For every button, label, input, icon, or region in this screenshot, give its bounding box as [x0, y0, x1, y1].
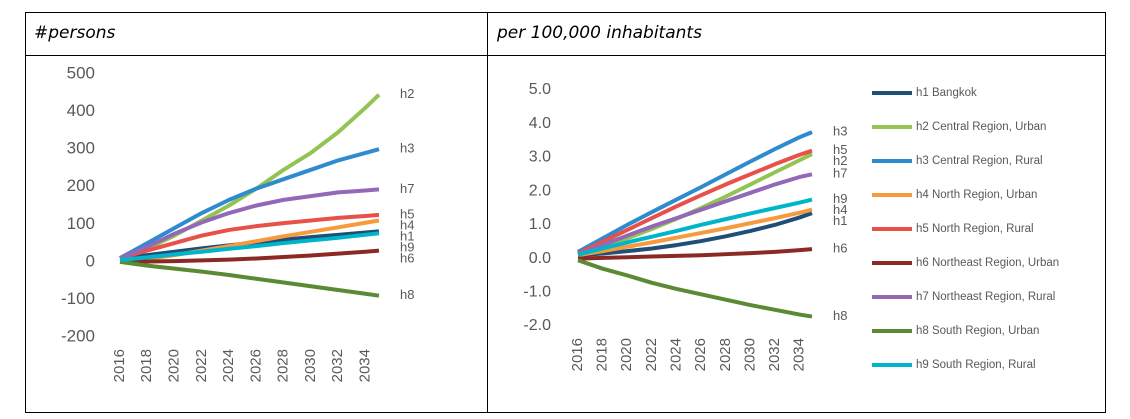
x-tick-label: 2030	[302, 349, 319, 382]
series-end-label: h5	[833, 142, 847, 157]
legend-label: h7 Northeast Region, Rural	[916, 291, 1055, 303]
legend-label: h5 North Region, Rural	[916, 223, 1034, 235]
series-line	[577, 207, 813, 258]
y-tick-label: 5.0	[529, 81, 551, 98]
y-tick-label: 500	[67, 63, 95, 82]
series-end-label: h4	[400, 217, 414, 232]
y-tick-label: 0.0	[529, 250, 551, 267]
y-tick-label: -100	[61, 289, 95, 308]
x-tick-label: 2024	[667, 338, 684, 371]
y-tick-label: 3.0	[529, 149, 551, 166]
series-line	[577, 172, 813, 257]
series-line	[577, 197, 813, 257]
series-end-label: h1	[400, 228, 414, 243]
x-tick-label: 2032	[329, 349, 346, 382]
legend-label: h9 South Region, Rural	[916, 359, 1036, 371]
series-line	[119, 212, 380, 261]
x-tick-label: 2020	[165, 349, 182, 382]
series-line	[119, 248, 380, 264]
y-tick-label: 4.0	[529, 115, 551, 132]
column-header: per 100,000 inhabitants	[496, 23, 702, 43]
y-tick-label: 100	[67, 214, 95, 233]
y-tick-label: 0	[86, 251, 95, 270]
series-line	[119, 187, 380, 260]
legend-label: h2 Central Region, Urban	[916, 121, 1046, 133]
series-end-label: h6	[400, 250, 414, 265]
x-tick-label: 2018	[138, 349, 155, 382]
x-tick-label: 2024	[220, 349, 237, 382]
x-tick-label: 2034	[356, 349, 373, 382]
series-end-label: h2	[400, 86, 414, 101]
series-end-label: h7	[400, 181, 414, 196]
x-tick-label: 2016	[111, 349, 128, 382]
column-header: #persons	[34, 23, 116, 43]
series-end-label: h6	[833, 241, 847, 256]
legend-label: h6 Northeast Region, Urban	[916, 257, 1059, 269]
x-tick-label: 2032	[766, 338, 783, 371]
series-end-label: h9	[833, 191, 847, 206]
series-end-label: h8	[400, 287, 414, 302]
table-border	[25, 12, 1106, 413]
x-tick-label: 2016	[569, 338, 586, 371]
x-tick-label: 2028	[717, 338, 734, 371]
x-tick-label: 2018	[594, 338, 611, 371]
legend-label: h8 South Region, Urban	[916, 325, 1039, 337]
y-tick-label: 400	[67, 101, 95, 120]
series-end-label: h7	[833, 166, 847, 181]
series-line	[119, 259, 380, 298]
series-line	[577, 148, 813, 256]
series-end-label: h2	[833, 153, 847, 168]
series-line	[577, 258, 813, 319]
series-line	[577, 130, 813, 254]
legend-label: h1 Bangkok	[916, 87, 977, 99]
series-line	[577, 211, 813, 258]
x-tick-label: 2020	[618, 338, 635, 371]
legend-label: h3 Central Region, Rural	[916, 155, 1043, 167]
x-tick-label: 2026	[692, 338, 709, 371]
x-tick-label: 2022	[643, 338, 660, 371]
y-tick-label: 2.0	[529, 182, 551, 199]
series-line	[119, 147, 380, 260]
x-tick-label: 2028	[275, 349, 292, 382]
series-end-label: h8	[833, 308, 847, 323]
x-tick-label: 2026	[247, 349, 264, 382]
legend-label: h4 North Region, Urban	[916, 189, 1037, 201]
series-line	[119, 231, 380, 262]
series-end-label: h9	[400, 239, 414, 254]
y-tick-label: -2.0	[523, 317, 551, 334]
y-tick-label: 1.0	[529, 216, 551, 233]
series-end-label: h4	[833, 202, 847, 217]
y-tick-label: 200	[67, 176, 95, 195]
series-end-label: h1	[833, 213, 847, 228]
y-tick-label: -1.0	[523, 284, 551, 301]
series-end-label: h3	[833, 124, 847, 139]
series-end-label: h3	[400, 141, 414, 156]
x-tick-label: 2030	[741, 338, 758, 371]
x-tick-label: 2034	[791, 338, 808, 371]
y-tick-label: 300	[67, 139, 95, 158]
series-end-label: h5	[400, 206, 414, 221]
y-tick-label: -200	[61, 326, 95, 345]
x-tick-label: 2022	[193, 349, 210, 382]
series-line	[577, 247, 813, 261]
